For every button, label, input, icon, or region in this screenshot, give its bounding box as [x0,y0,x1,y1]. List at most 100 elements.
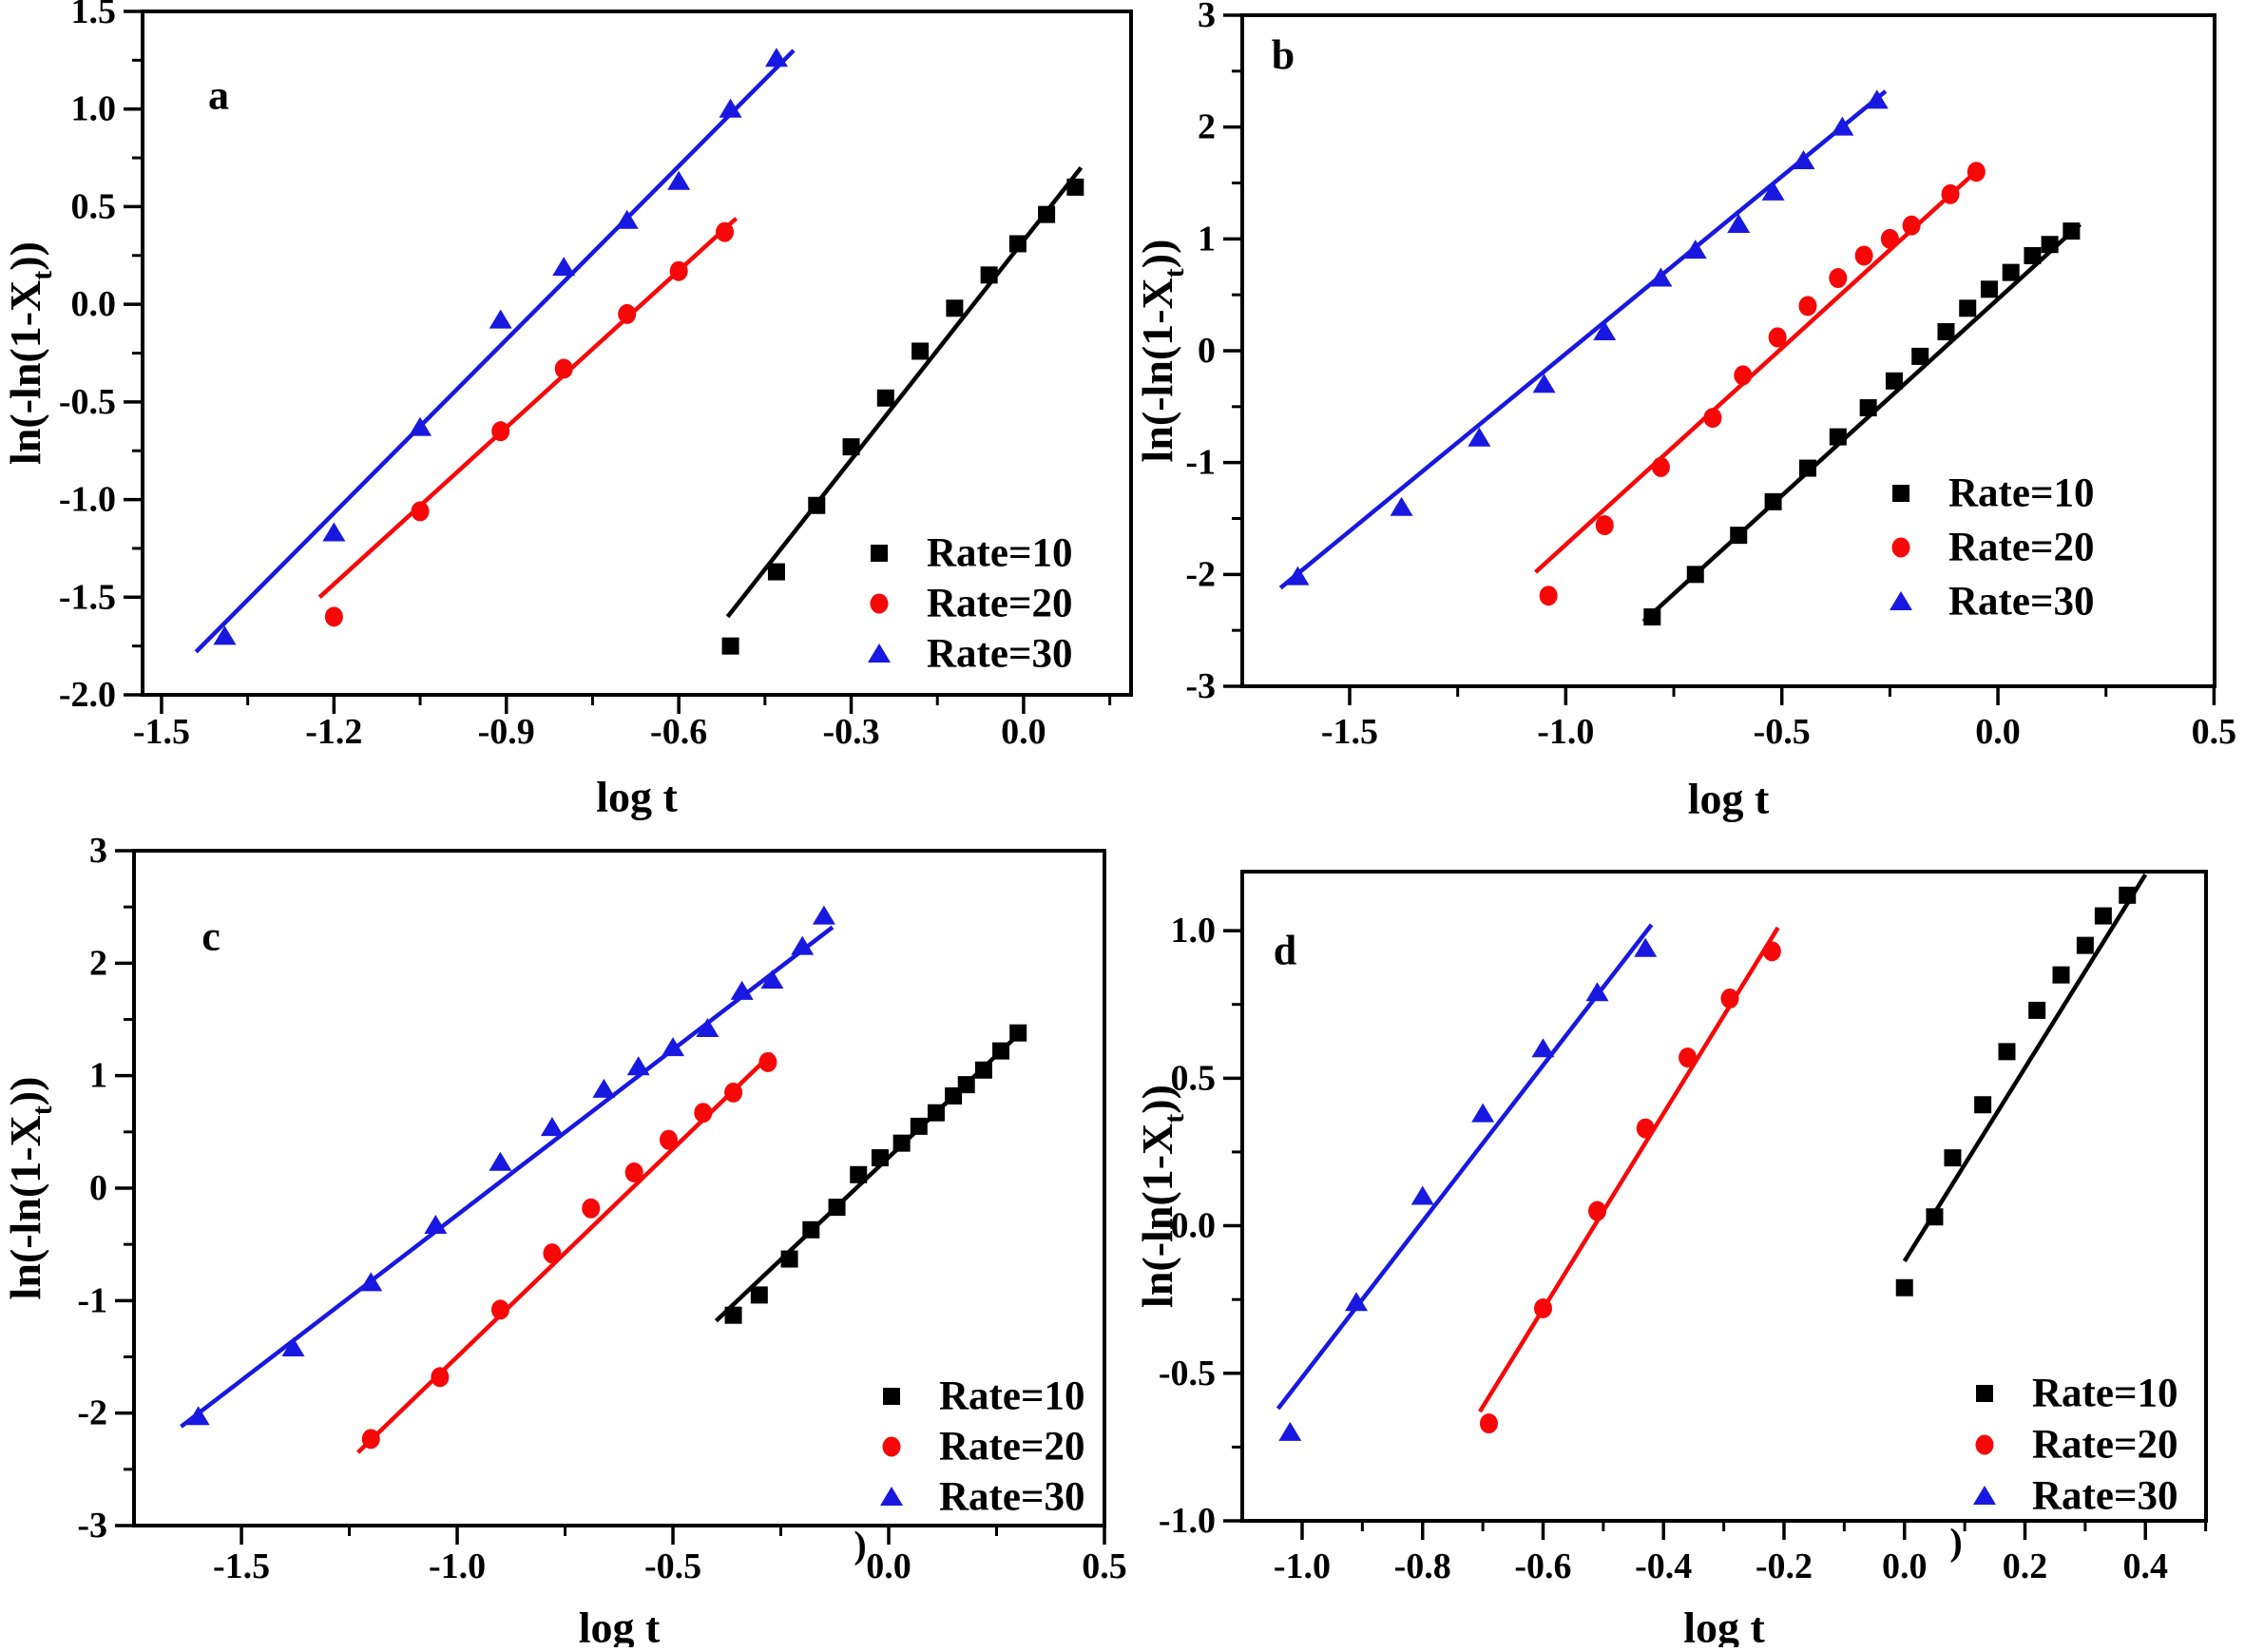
y-axis-ticks: 3 2 1 0 -1 -2 -3 [1185,0,1242,706]
square-marker [2063,222,2081,240]
legend-square-marker [1892,485,1909,502]
triangle-marker [1831,116,1854,136]
x-tick-label: -1.2 [305,712,362,752]
triangle-marker [213,625,237,645]
series-rate30 [1278,89,1889,590]
x-tick-label: -1.5 [1321,712,1378,752]
y-tick-label: -3 [77,1506,107,1546]
circle-marker [1703,408,1722,429]
triangle-marker [1634,937,1658,957]
y-axis-label: ln(-ln(1-Xt)) [1,1077,58,1300]
circle-marker [1734,365,1753,386]
triangle-marker [791,935,815,955]
y-tick-label: -1.0 [59,480,116,520]
series-rate10 [1895,873,2148,1297]
circle-marker [669,260,688,281]
x-axis-ticks: -1.5 -1.0 -0.5 0.0 0.5 [1321,686,2236,752]
circle-marker [543,1243,562,1264]
triangle-marker [1531,1038,1555,1058]
square-marker [1944,1149,1962,1167]
legend: Rate=10 Rate=20 Rate=30 [1973,1372,2178,1519]
square-marker [876,389,894,407]
legend: Rate=10 Rate=20 Rate=30 [868,531,1072,677]
square-marker [910,1117,928,1135]
square-marker [2119,886,2137,904]
triangle-marker [186,1406,210,1426]
legend-label: Rate=10 [939,1374,1084,1419]
y-tick-label: 0.0 [1171,1206,1217,1246]
y-tick-label: 0 [89,1168,107,1208]
triangle-marker [1649,267,1673,287]
x-tick-label: 0.0 [1882,1546,1928,1586]
series-rate30 [180,905,835,1429]
y-tick-label: 0.5 [1171,1058,1217,1098]
triangle-marker [1286,566,1310,586]
y-tick-label: -2.0 [59,675,116,715]
panel-letter: a [208,72,229,119]
x-axis-ticks: -1.0 -0.8 -0.6 -0.4 -0.2 0.0 0.2 0.4 [1274,1521,2208,1586]
legend-circle-marker [870,593,889,614]
triangle-marker [730,980,754,1000]
x-tick-label: 0.0 [866,1546,911,1586]
triangle-marker [1727,214,1751,234]
legend-circle-marker [1975,1434,1994,1455]
legend: Rate=10 Rate=20 Rate=30 [1890,471,2094,624]
triangle-marker [1390,496,1413,516]
square-marker [892,1134,911,1152]
x-tick-label: -1.5 [133,712,190,752]
x-tick-label: -0.6 [650,712,707,752]
square-marker [1038,205,1056,223]
y-tick-label: 2 [89,943,107,983]
fit-line [1276,923,1654,1411]
circle-marker [624,1162,643,1182]
triangle-marker [540,1117,564,1137]
square-marker [911,342,930,360]
circle-marker [1636,1118,1655,1139]
legend-label: Rate=20 [2032,1423,2178,1468]
panel-c: -1.5 -1.0 -0.5 0.0 0.5 3 2 1 0 -1 -2 -3 log t ln(-ln(… [1,831,1127,1652]
circle-marker [1539,586,1558,606]
y-axis-label: ln(-ln(1-Xt)) [1133,1085,1190,1308]
x-tick-label: -0.4 [1635,1546,1692,1586]
legend-triangle-marker [1973,1486,1996,1505]
y-tick-label: 1 [89,1056,107,1096]
triangle-marker [1410,1185,1434,1205]
square-marker [1895,1278,1913,1297]
x-tick-label: -1.5 [213,1546,270,1586]
triangle-marker [615,209,639,229]
square-marker [2052,966,2070,984]
y-axis-ticks: 1.5 1.0 0.5 0.0 -0.5 -1.0 -1.5 -2.0 [59,0,143,715]
circle-marker [411,501,430,522]
square-marker [2002,263,2020,281]
legend-label: Rate=20 [927,582,1072,626]
square-marker [1980,280,1998,298]
square-marker [1974,1096,1992,1114]
legend-circle-marker [882,1436,901,1457]
y-tick-label: 0 [1198,331,1216,371]
triangle-marker [719,98,742,118]
circle-marker [1533,1297,1552,1318]
square-marker [2028,1001,2046,1019]
circle-marker [1798,296,1817,317]
x-tick-label: 0.4 [2122,1546,2168,1586]
legend-circle-marker [1891,537,1910,558]
circle-marker [1880,228,1899,249]
series-rate10 [714,1024,1027,1324]
legend-label: Rate=10 [2032,1372,2178,1416]
circle-marker [1768,327,1787,348]
circle-marker [490,1299,509,1320]
circle-marker [758,1051,777,1072]
y-tick-label: 1.0 [1171,911,1217,951]
y-tick-label: 1.5 [71,0,117,31]
stray-parenthesis-glyph: ) [1949,1521,1962,1564]
legend-triangle-marker [880,1487,903,1506]
circle-marker [1595,515,1614,536]
circle-marker [1854,245,1873,266]
x-tick-label: -0.2 [1756,1546,1813,1586]
square-marker [957,1076,975,1094]
circle-marker [1720,988,1739,1008]
triangle-marker [1683,240,1707,259]
y-axis-label: ln(-ln(1-Xt)) [1133,240,1190,463]
triangle-marker [812,905,835,925]
